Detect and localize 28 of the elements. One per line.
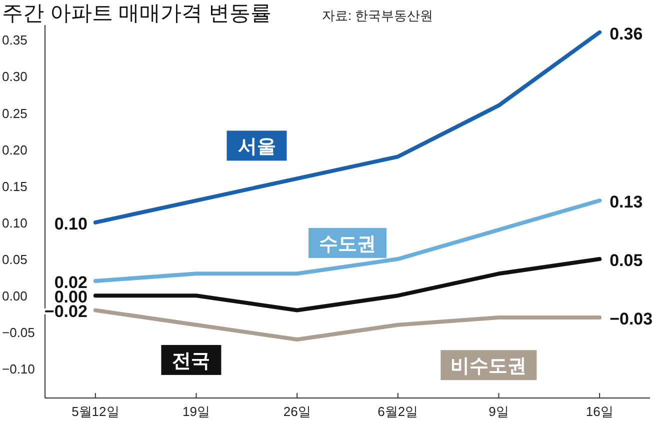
x-tick-label: 9일 bbox=[488, 404, 509, 419]
data-label: 0.13 bbox=[610, 192, 643, 212]
y-tick-label: 0.30 bbox=[2, 69, 28, 84]
data-label: 0.05 bbox=[610, 251, 643, 270]
y-tick-label: −0.05 bbox=[2, 325, 35, 340]
chart-title: 주간 아파트 매매가격 변동률 bbox=[2, 2, 272, 25]
y-tick-label: 0.25 bbox=[2, 106, 28, 121]
data-label: 0.36 bbox=[610, 24, 643, 44]
data-label: 0.02 bbox=[54, 272, 88, 292]
data-label: 0.10 bbox=[54, 214, 88, 234]
x-tick-label: 6월2일 bbox=[378, 404, 418, 419]
y-tick-label: 0.05 bbox=[2, 252, 28, 268]
x-tick-label: 19일 bbox=[182, 404, 210, 419]
y-tick-label: 0.00 bbox=[2, 288, 28, 304]
y-tick-label: 0.10 bbox=[2, 215, 28, 230]
x-tick-label: 26일 bbox=[283, 404, 311, 419]
series-label: 수도권 bbox=[319, 234, 376, 255]
x-tick-label: 5월12일 bbox=[72, 404, 120, 419]
y-tick-label: −0.10 bbox=[2, 362, 35, 377]
series-label: 서울 bbox=[238, 136, 276, 158]
text: 전국 bbox=[172, 350, 210, 372]
y-tick-label: 0.15 bbox=[2, 178, 28, 194]
y-tick-label: 0.35 bbox=[2, 32, 28, 48]
series-label: 비수도권 bbox=[450, 356, 527, 378]
data-label: −0.03 bbox=[610, 310, 653, 329]
x-tick-label: 16일 bbox=[586, 404, 614, 419]
y-tick-label: 0.20 bbox=[2, 142, 28, 158]
text: 자료: 한국부동산원 bbox=[322, 8, 434, 23]
